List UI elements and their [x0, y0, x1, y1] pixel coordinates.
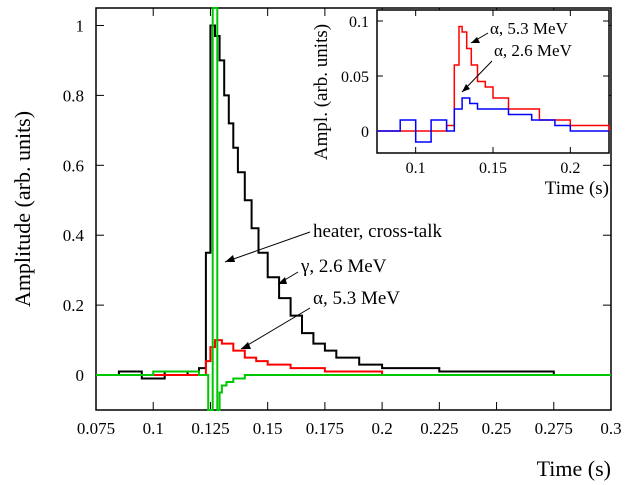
y-tick-label: 0.05	[341, 69, 369, 86]
annotation-gamma: γ, 2.6 MeV	[300, 256, 387, 277]
x-tick-label: 0.075	[77, 419, 115, 438]
x-tick-label: 0.125	[191, 419, 229, 438]
main-series	[96, 7, 611, 411]
inset-ylabel: Ampl. (arb. units)	[311, 24, 332, 160]
x-tick-label: 0.15	[479, 160, 507, 177]
y-tick-label: 1	[76, 16, 85, 35]
annotation-alpha: α, 5.3 MeV	[313, 288, 400, 309]
x-tick-label: 0.175	[306, 419, 344, 438]
x-tick-label: 0.2	[371, 419, 392, 438]
series-line-1	[377, 97, 609, 143]
x-tick-label: 0.15	[253, 419, 283, 438]
main-xlabel: Time (s)	[537, 456, 611, 481]
main-annotations: heater, cross-talk γ, 2.6 MeV α, 5.3 MeV	[224, 221, 443, 350]
y-tick-label: 0.8	[63, 86, 84, 105]
y-tick-label: 0	[76, 366, 85, 385]
y-tick-label: 0	[361, 124, 369, 141]
annotation-heater-arrow	[224, 231, 311, 263]
inset-xlabel: Time (s)	[545, 178, 609, 199]
y-tick-label: 0.4	[63, 226, 85, 245]
x-tick-label: 0.225	[420, 419, 458, 438]
inset-annotation-alpha53: α, 5.3 MeV	[490, 19, 569, 38]
x-tick-label: 0.25	[482, 419, 512, 438]
main-axis-ticks: 0.075 0.1 0.125 0.15 0.175 0.2 0.225 0.25 0.275 0…	[63, 8, 622, 438]
annotation-heater: heater, cross-talk	[313, 221, 443, 242]
main-ylabel: Amplitude (arb. units)	[10, 111, 35, 307]
y-tick-label: 0.1	[349, 14, 369, 31]
series-line-0	[377, 25, 610, 132]
series-line-1	[96, 339, 611, 376]
main-plot-frame	[95, 7, 612, 411]
x-tick-label: 0.3	[600, 419, 621, 438]
inset-axis-ticks: 0.1 0.15 0.2 0 0.05 0.1	[341, 10, 609, 177]
series-line-2	[96, 7, 611, 411]
x-tick-label: 0.2	[560, 160, 580, 177]
inset-chart: 0.1 0.15 0.2 0 0.05 0.1 Ampl. (arb. units) Ti…	[311, 9, 610, 199]
x-tick-label: 0.1	[143, 419, 164, 438]
y-tick-label: 0.2	[63, 296, 84, 315]
inset-annotation-alpha26: α, 2.6 MeV	[494, 41, 573, 60]
inset-series	[377, 25, 610, 143]
annotation-alpha-arrow	[240, 307, 311, 350]
x-tick-label: 0.275	[535, 419, 573, 438]
y-tick-label: 0.6	[63, 156, 84, 175]
x-tick-label: 0.1	[406, 160, 426, 177]
